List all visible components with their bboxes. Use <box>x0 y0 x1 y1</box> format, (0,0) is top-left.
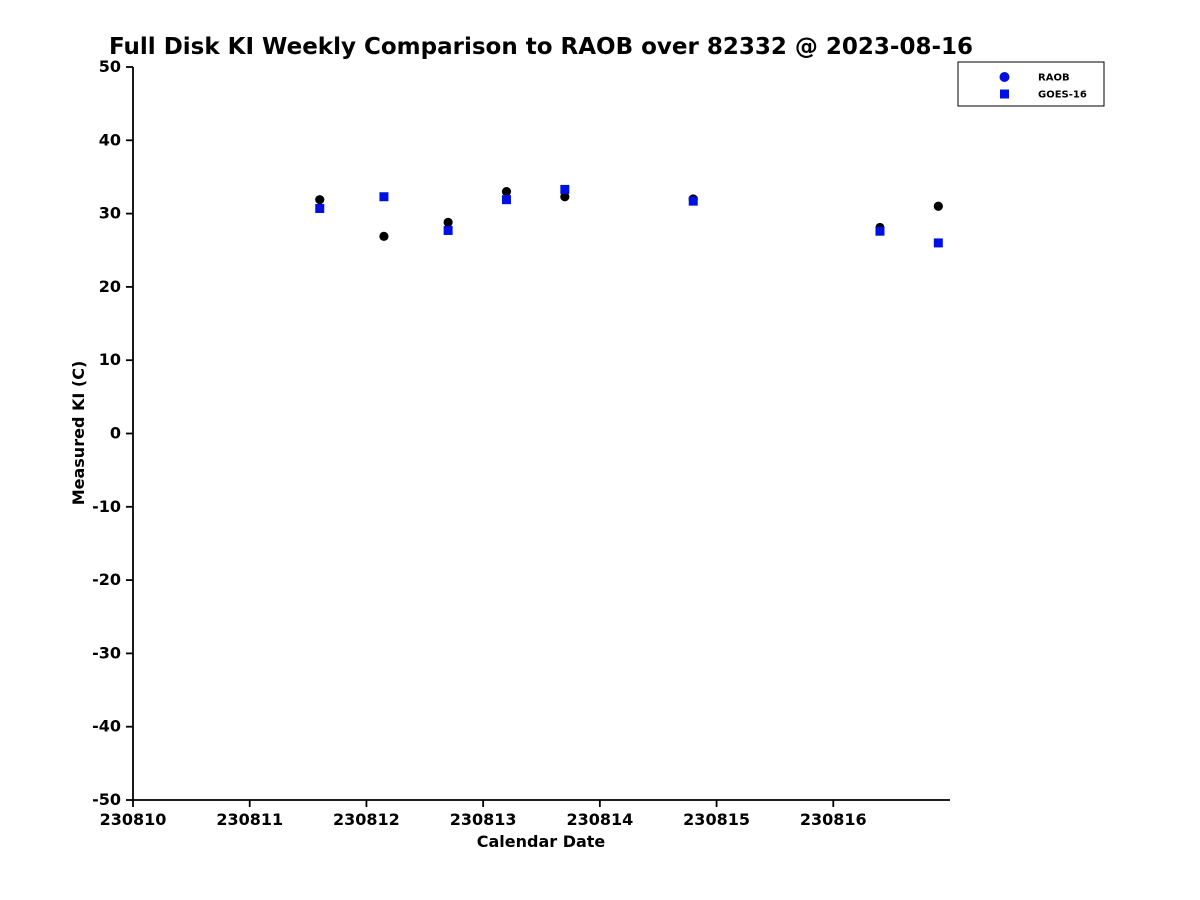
y-tick-label: -30 <box>92 643 121 662</box>
goes-16-point <box>688 196 698 206</box>
x-tick-label: 230813 <box>450 810 517 829</box>
goes-16-point <box>933 238 943 248</box>
legend-marker-goes-16 <box>1000 89 1009 99</box>
raob-point <box>501 187 512 197</box>
legend-marker-raob <box>999 72 1010 82</box>
y-tick-label: 20 <box>99 277 121 296</box>
y-tick-label: -40 <box>92 717 121 736</box>
y-tick-label: 30 <box>99 204 121 223</box>
raob-point <box>933 201 943 211</box>
x-tick-label: 230816 <box>800 810 867 829</box>
legend-label-goes-16: GOES-16 <box>1038 90 1087 101</box>
raob-point <box>560 192 570 202</box>
raob-point <box>443 217 453 227</box>
y-tick-label: 0 <box>110 424 121 443</box>
goes-16-point <box>379 192 389 202</box>
x-tick-label: 230814 <box>566 810 633 829</box>
legend-box <box>957 61 1105 107</box>
y-tick-label: 50 <box>99 57 121 76</box>
x-tick-label: 230815 <box>683 810 750 829</box>
goes-16-point <box>443 225 453 235</box>
goes-16-point <box>501 195 511 205</box>
legend-label-raob: RAOB <box>1038 73 1070 84</box>
y-tick-label: 40 <box>99 130 121 149</box>
raob-point <box>379 231 389 241</box>
y-tick-label: 10 <box>99 350 121 369</box>
x-tick-label: 230812 <box>333 810 400 829</box>
x-axis-label: Calendar Date <box>477 832 606 851</box>
y-tick-label: -20 <box>92 570 121 589</box>
goes-16-point <box>560 184 570 194</box>
y-tick-label: -50 <box>92 790 121 809</box>
chart-title: Full Disk KI Weekly Comparison to RAOB o… <box>109 34 973 60</box>
y-axis-label: Measured KI (C) <box>69 361 88 506</box>
x-tick-label: 230811 <box>216 810 283 829</box>
x-tick-label: 230810 <box>100 810 167 829</box>
goes-16-point <box>315 203 325 213</box>
raob-point <box>315 195 325 205</box>
y-tick-label: -10 <box>92 497 121 516</box>
goes-16-point <box>875 226 885 236</box>
